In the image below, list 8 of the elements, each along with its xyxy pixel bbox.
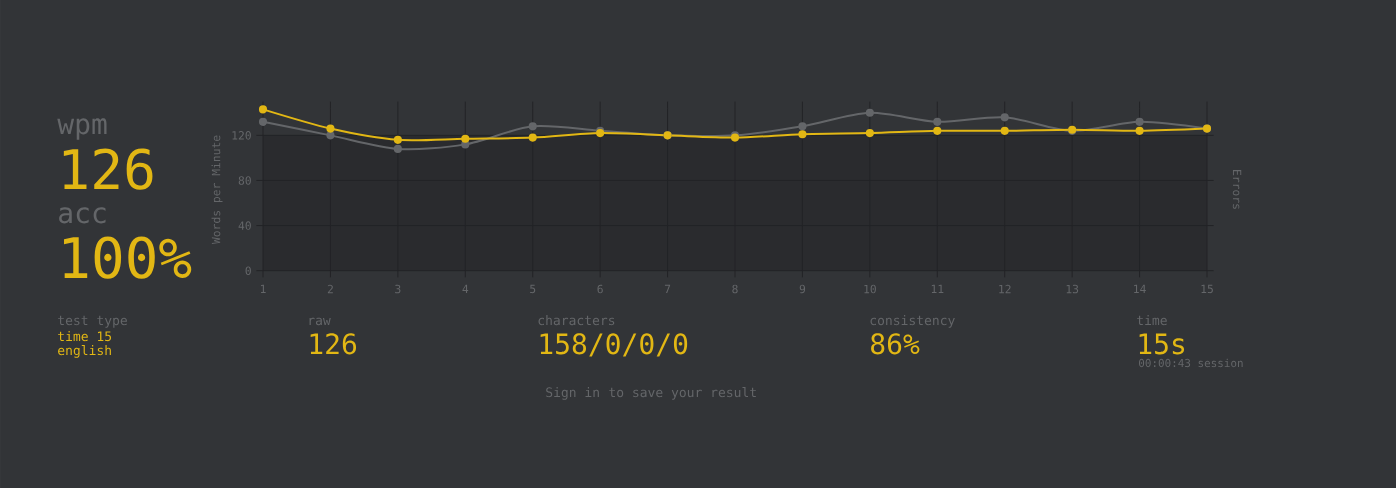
text: 126: [63, 148, 153, 190]
text: 158/0/0/0: [540, 333, 688, 357]
text: 86%: [871, 333, 920, 355]
text: 126: [310, 333, 357, 355]
text: 100%: [64, 236, 192, 279]
text: 15s: [1139, 333, 1185, 355]
text: time 15: [58, 331, 112, 342]
text: english: [58, 345, 111, 358]
